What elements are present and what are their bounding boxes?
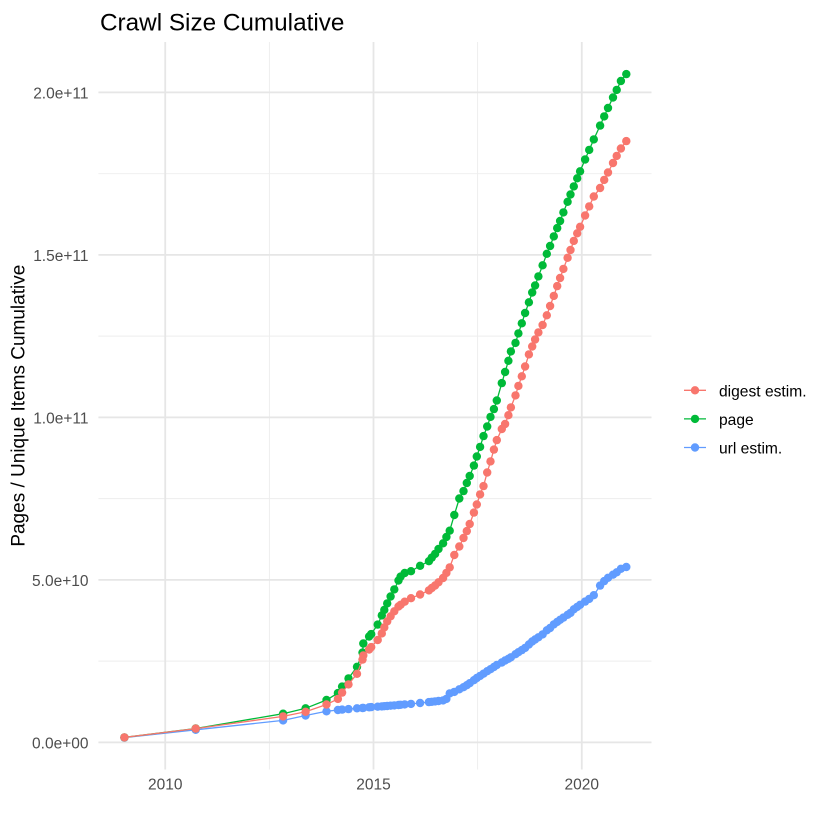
svg-text:1.5e+11: 1.5e+11 (33, 248, 88, 265)
svg-text:1.0e+11: 1.0e+11 (33, 411, 88, 428)
svg-text:2015: 2015 (356, 777, 390, 794)
svg-text:2010: 2010 (148, 777, 183, 794)
svg-text:Crawl Size Cumulative: Crawl Size Cumulative (100, 10, 344, 37)
svg-text:Pages / Unique Items Cumulativ: Pages / Unique Items Cumulative (9, 265, 30, 547)
svg-text:url estim.: url estim. (719, 441, 782, 458)
svg-text:2.0e+11: 2.0e+11 (33, 86, 88, 103)
svg-text:digest estim.: digest estim. (719, 383, 807, 400)
svg-text:page: page (719, 412, 754, 429)
svg-text:5.0e+10: 5.0e+10 (32, 573, 89, 590)
svg-text:2020: 2020 (565, 777, 600, 794)
svg-text:0.0e+00: 0.0e+00 (32, 736, 89, 753)
